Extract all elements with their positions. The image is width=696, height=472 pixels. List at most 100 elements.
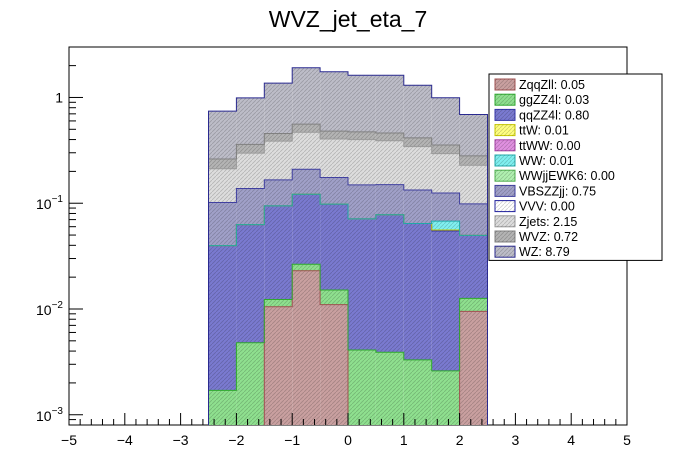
bar-hatch-WVZ-4 <box>320 131 348 139</box>
bar-hatch-ZqqZll-9 <box>459 311 488 425</box>
legend-label: VVV: 0.00 <box>519 200 575 214</box>
x-tick-label: −3 <box>173 432 189 448</box>
y-tick-label: 10−3 <box>36 406 63 424</box>
legend-entry-VBSZZjj: VBSZZjj: 0.75 <box>494 184 596 198</box>
legend-swatch-hatch <box>495 246 515 258</box>
legend-label: qqZZ4l: 0.80 <box>519 108 589 122</box>
bar-hatch-ggZZ4l-3 <box>292 264 321 271</box>
bar-hatch-ggZZ4l-9 <box>459 298 488 312</box>
bar-hatch-ZqqZll-2 <box>264 306 293 425</box>
bar-hatch-WZ-2 <box>264 83 293 134</box>
bar-hatch-WVZ-2 <box>264 133 293 142</box>
outline-WW <box>208 193 488 425</box>
legend-entry-Zjets: Zjets: 2.15 <box>494 215 577 229</box>
bar-hatch-qqZZ4l-8 <box>431 231 460 371</box>
bar-hatch-qqZZ4l-4 <box>320 204 348 291</box>
bar-hatch-ggZZ4l-4 <box>320 290 348 305</box>
legend-entry-ggZZ4l: ggZZ4l: 0.03 <box>494 93 589 107</box>
x-tick-label: 4 <box>567 432 575 448</box>
bar-hatch-ggZZ4l-1 <box>236 342 265 425</box>
bar-hatch-Zjets-9 <box>459 165 488 204</box>
bar-hatch-WZ-0 <box>208 111 237 160</box>
legend-swatch-hatch <box>495 170 515 182</box>
bar-hatch-VBSZZjj-0 <box>208 202 237 246</box>
legend-swatch-hatch <box>495 155 515 166</box>
bar-hatch-Zjets-8 <box>431 153 460 194</box>
x-tick-label: 2 <box>456 432 464 448</box>
bar-hatch-qqZZ4l-0 <box>208 245 237 391</box>
y-tick-label: 10−1 <box>36 194 63 212</box>
bar-hatch-WZ-5 <box>348 75 376 132</box>
bar-hatch-ggZZ4l-2 <box>264 299 293 307</box>
outline-WVZ <box>208 123 488 425</box>
legend-label: WVZ: 0.72 <box>519 230 578 244</box>
outline-Zjets <box>208 131 488 425</box>
bar-hatch-WVZ-3 <box>292 124 321 133</box>
x-tick-label: −1 <box>284 432 300 448</box>
x-tick-label: −2 <box>228 432 244 448</box>
legend-entry-WZ: WZ: 8.79 <box>494 245 570 259</box>
bar-hatch-WZ-4 <box>320 71 348 132</box>
legend-entry-ZqqZll: ZqqZll: 0.05 <box>494 78 585 92</box>
bar-hatch-VBSZZjj-2 <box>264 179 293 206</box>
legend-label: ZqqZll: 0.05 <box>519 78 585 92</box>
bar-hatch-VBSZZjj-1 <box>236 188 265 225</box>
series-WVZ <box>208 124 488 169</box>
bar-hatch-ZqqZll-4 <box>320 304 348 425</box>
bar-hatch-ggZZ4l-7 <box>403 359 432 425</box>
bar-hatch-Zjets-4 <box>320 138 348 178</box>
bar-hatch-VBSZZjj-7 <box>403 190 432 224</box>
bar-hatch-ggZZ4l-6 <box>375 352 404 425</box>
x-tick-label: −4 <box>117 432 133 448</box>
bar-hatch-WZ-3 <box>292 67 321 125</box>
bar-hatch-WW-8 <box>431 221 460 231</box>
series-VBSZZjj <box>208 169 488 246</box>
bar-hatch-ggZZ4l-0 <box>208 390 237 425</box>
x-tick-label: 5 <box>623 432 631 448</box>
series-qqZZ4l <box>208 194 488 391</box>
legend-swatch-hatch <box>495 215 515 227</box>
bar-hatch-Zjets-3 <box>292 132 321 170</box>
bar-hatch-ggZZ4l-8 <box>431 370 460 425</box>
outline-ggZZ4l <box>208 263 488 425</box>
bar-hatch-WZ-7 <box>403 85 432 138</box>
bar-hatch-WVZ-6 <box>375 132 404 141</box>
legend-entry-qqZZ4l: qqZZ4l: 0.80 <box>494 108 589 122</box>
legend-label: VBSZZjj: 0.75 <box>519 184 596 198</box>
legend-label: ttW: 0.01 <box>519 124 569 138</box>
legend-swatch-hatch <box>495 185 515 197</box>
bar-hatch-qqZZ4l-7 <box>403 223 432 360</box>
bar-hatch-Zjets-1 <box>236 153 265 189</box>
legend-swatch-hatch <box>495 124 515 136</box>
legend-entry-ttWW: ttWW: 0.00 <box>494 139 581 153</box>
bar-hatch-WVZ-5 <box>348 131 376 140</box>
legend-label: WZ: 8.79 <box>519 245 570 259</box>
legend-box <box>488 73 663 261</box>
bar-hatch-qqZZ4l-3 <box>292 194 321 265</box>
bar-hatch-Zjets-0 <box>208 168 237 203</box>
x-tick-label: −5 <box>61 432 77 448</box>
bar-hatch-Zjets-6 <box>375 140 404 185</box>
legend-swatch-hatch <box>495 109 515 121</box>
bar-hatch-VBSZZjj-3 <box>292 169 321 195</box>
series-WZ <box>208 67 488 160</box>
legend-entry-WW: WW: 0.01 <box>494 154 574 168</box>
bar-hatch-WVZ-9 <box>459 155 488 166</box>
bar-hatch-ggZZ4l-5 <box>348 349 376 425</box>
series-Zjets <box>208 132 488 204</box>
bar-hatch-VBSZZjj-9 <box>459 203 488 236</box>
legend-entry-WVZ: WVZ: 0.72 <box>494 230 578 244</box>
outline-WZ <box>208 67 488 425</box>
bar-hatch-VBSZZjj-8 <box>431 193 460 222</box>
bar-hatch-qqZZ4l-9 <box>459 235 488 299</box>
series-WW <box>431 221 460 231</box>
bar-hatch-Zjets-5 <box>348 139 376 185</box>
series-ZqqZll <box>264 270 488 425</box>
bar-hatch-WVZ-1 <box>236 144 265 154</box>
outline-VBSZZjj <box>208 168 488 425</box>
bar-hatch-qqZZ4l-6 <box>375 214 404 353</box>
x-tick-label: 1 <box>400 432 408 448</box>
bar-hatch-VBSZZjj-5 <box>348 184 376 219</box>
